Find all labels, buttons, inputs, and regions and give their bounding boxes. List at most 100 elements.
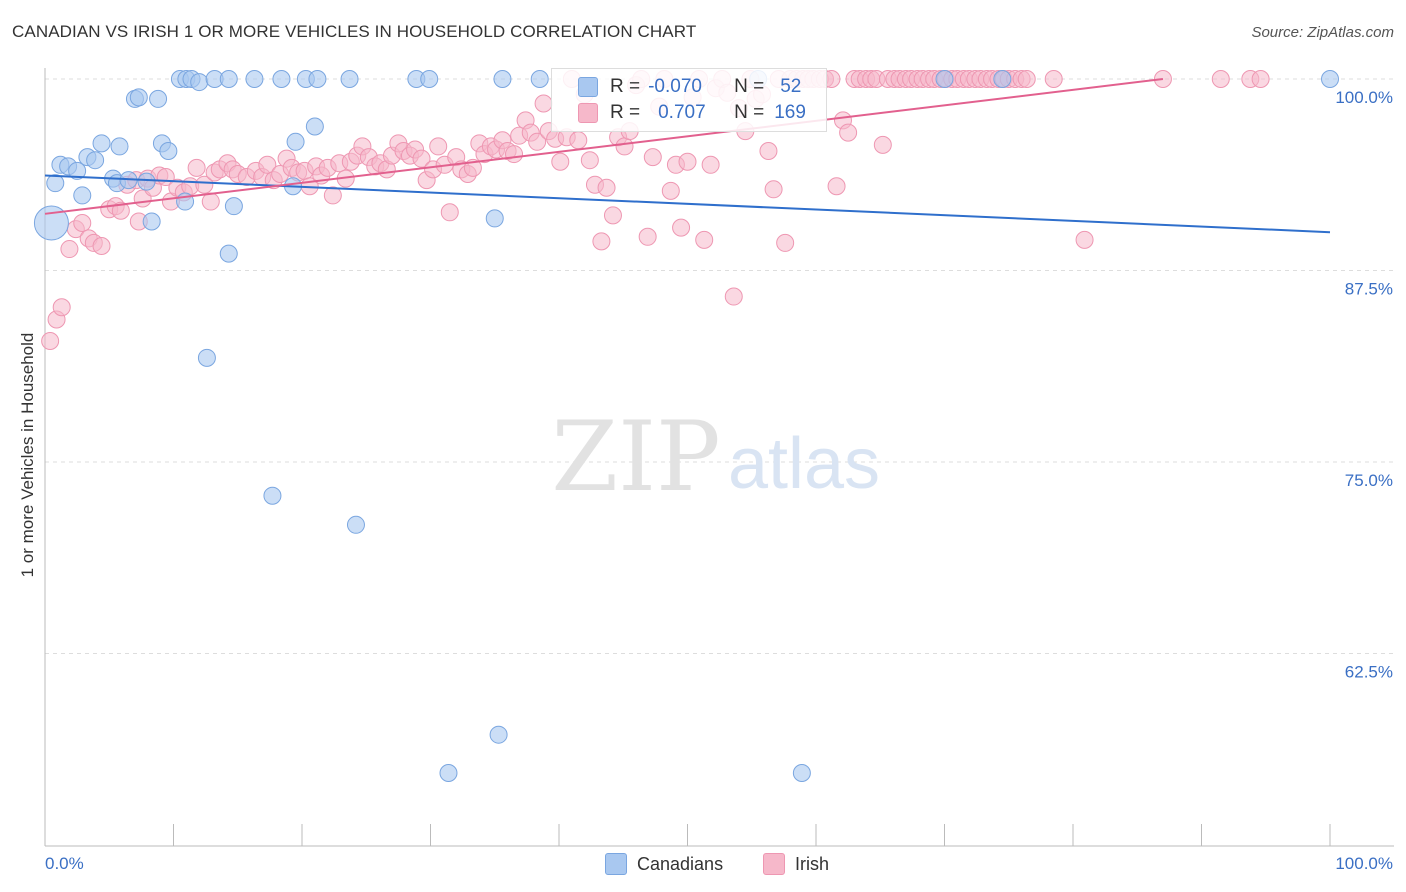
canadian-point [219, 244, 238, 263]
irish-point [661, 181, 680, 200]
y-tick-label: 62.5% [1345, 663, 1393, 682]
irish-point [764, 180, 783, 199]
legend-r-value: 0.707 [658, 102, 706, 123]
irish-point [597, 178, 616, 197]
canadian-point [149, 89, 168, 108]
legend-canadians-label: Canadians [637, 853, 724, 874]
legend-r-value: -0.070 [648, 76, 702, 97]
canadian-point [190, 73, 209, 92]
irish-point [672, 218, 691, 237]
canadians-swatch [605, 853, 627, 875]
canadians-trend-line [44, 174, 1331, 234]
canadian-point [489, 725, 508, 744]
irish-point [678, 152, 697, 171]
irish-point [111, 201, 130, 220]
irish-point [412, 149, 431, 168]
irish-point [615, 137, 634, 156]
canadian-point [110, 137, 129, 156]
irish-point [724, 287, 743, 306]
legend-n-value: 169 [774, 102, 806, 123]
irish-point [580, 151, 599, 170]
legend-n-label: N = [734, 102, 765, 123]
legend-irish: Irish [763, 852, 829, 876]
trend-lines [44, 78, 1331, 234]
x-tick-label-max: 100.0% [1335, 854, 1393, 873]
irish-point [1075, 230, 1094, 249]
chart-title: CANADIAN VS IRISH 1 OR MORE VEHICLES IN … [12, 22, 697, 41]
irish-point [505, 145, 524, 164]
watermark-zip: ZIP [551, 401, 720, 513]
legend-r-label: R = [610, 102, 641, 123]
canadian-point [286, 132, 305, 151]
irish-point [201, 192, 220, 211]
irish-point [41, 331, 60, 350]
irish-swatch [578, 103, 598, 123]
legend-row-irish: R = 0.707 N = 169 [578, 100, 806, 126]
irish-point [592, 232, 611, 251]
canadian-point [530, 70, 549, 88]
canadian-point [73, 186, 92, 205]
canadian-point [245, 70, 264, 88]
legend-irish-label: Irish [795, 853, 830, 874]
canadian-point [86, 151, 105, 170]
tick-labels: 100.0% 87.5% 75.0% 62.5% 0.0% 100.0% [45, 88, 1393, 873]
x-tick-label-min: 0.0% [45, 854, 84, 873]
irish-point [759, 142, 778, 161]
canadian-point [485, 209, 504, 228]
irish-point [603, 206, 622, 225]
irish-point [1017, 70, 1036, 88]
irish-trend-line [44, 78, 1164, 215]
irish-point [643, 148, 662, 167]
legend-n-value: 52 [780, 76, 802, 97]
canadians-swatch [578, 77, 598, 97]
y-tick-label: 100.0% [1335, 88, 1393, 107]
irish-point [1044, 70, 1063, 88]
irish-point [569, 131, 588, 150]
irish-point [528, 132, 547, 151]
irish-point [60, 240, 79, 259]
irish-point [429, 137, 448, 156]
axes [44, 68, 1394, 847]
watermark: ZIP atlas [551, 401, 880, 513]
irish-point [534, 94, 553, 113]
canadian-point [346, 515, 365, 534]
irish-point [92, 236, 111, 255]
canadian-point [1321, 70, 1339, 88]
canadian-point [340, 70, 359, 88]
canadian-point [439, 763, 458, 782]
y-tick-label: 87.5% [1345, 280, 1393, 299]
irish-point [701, 155, 720, 174]
watermark-atlas: atlas [728, 424, 880, 504]
irish-point [873, 135, 892, 154]
canadian-point [46, 174, 65, 193]
canadian-point [159, 142, 178, 161]
canadian-point [137, 172, 156, 191]
canadian-point [33, 205, 69, 241]
irish-point [52, 298, 71, 317]
irish-point [827, 177, 846, 196]
irish-point [1251, 70, 1270, 88]
irish-point [258, 155, 277, 174]
legend-n-label: N = [734, 76, 765, 97]
irish-swatch [763, 853, 785, 875]
irish-point [551, 152, 570, 171]
stats-legend: R = -0.070 N = 52 R = 0.707 N = 169 [551, 68, 827, 132]
canadian-point [993, 70, 1012, 88]
canadian-point [420, 70, 439, 88]
irish-point [839, 123, 858, 142]
source-label: Source: ZipAtlas.com [1251, 24, 1394, 41]
canadian-point [272, 70, 291, 88]
irish-point [440, 203, 459, 222]
y-tick-label: 75.0% [1345, 471, 1393, 490]
canadian-point [935, 70, 954, 88]
canadian-point [197, 348, 216, 367]
irish-point [187, 158, 206, 177]
canadian-point [792, 763, 811, 782]
canadian-point [263, 486, 282, 505]
irish-point [195, 175, 214, 194]
canadian-points [33, 70, 1339, 782]
irish-point [638, 227, 657, 246]
legend-canadians: Canadians [605, 852, 723, 876]
canadian-point [493, 70, 512, 88]
